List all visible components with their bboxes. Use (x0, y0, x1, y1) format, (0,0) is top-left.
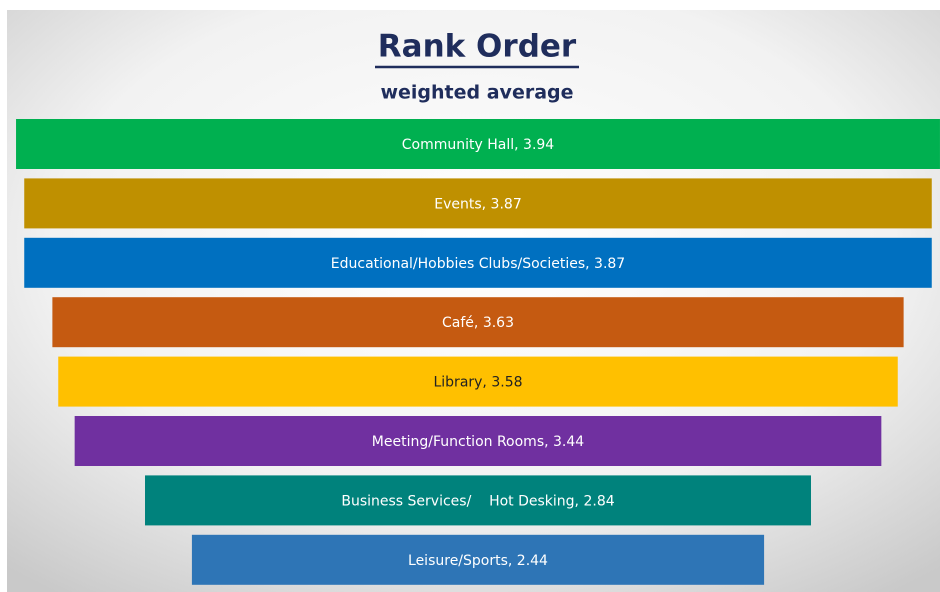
funnel-bar (24, 178, 932, 229)
chart-title: Rank Order (378, 29, 577, 65)
bar-label: Café, 3.63 (442, 315, 514, 331)
funnel-bar (16, 119, 940, 169)
funnel-bar (74, 416, 882, 466)
bar-label: Library, 3.58 (433, 375, 522, 391)
bar-label: Meeting/Function Rooms, 3.44 (372, 434, 584, 450)
funnel-bar (24, 237, 932, 288)
funnel-bar (145, 475, 811, 526)
chart-subtitle: weighted average (380, 82, 573, 104)
bar-label: Community Hall, 3.94 (402, 137, 555, 153)
funnel-bar (191, 534, 765, 585)
bar-label: Events, 3.87 (434, 196, 521, 212)
funnel-bar (58, 356, 898, 407)
bar-label: Leisure/Sports, 2.44 (408, 553, 548, 569)
bar-label: Educational/Hobbies Clubs/Societies, 3.8… (331, 256, 625, 272)
funnel-bar (52, 297, 904, 348)
bar-label: Business Services/ Hot Desking, 2.84 (341, 493, 614, 509)
